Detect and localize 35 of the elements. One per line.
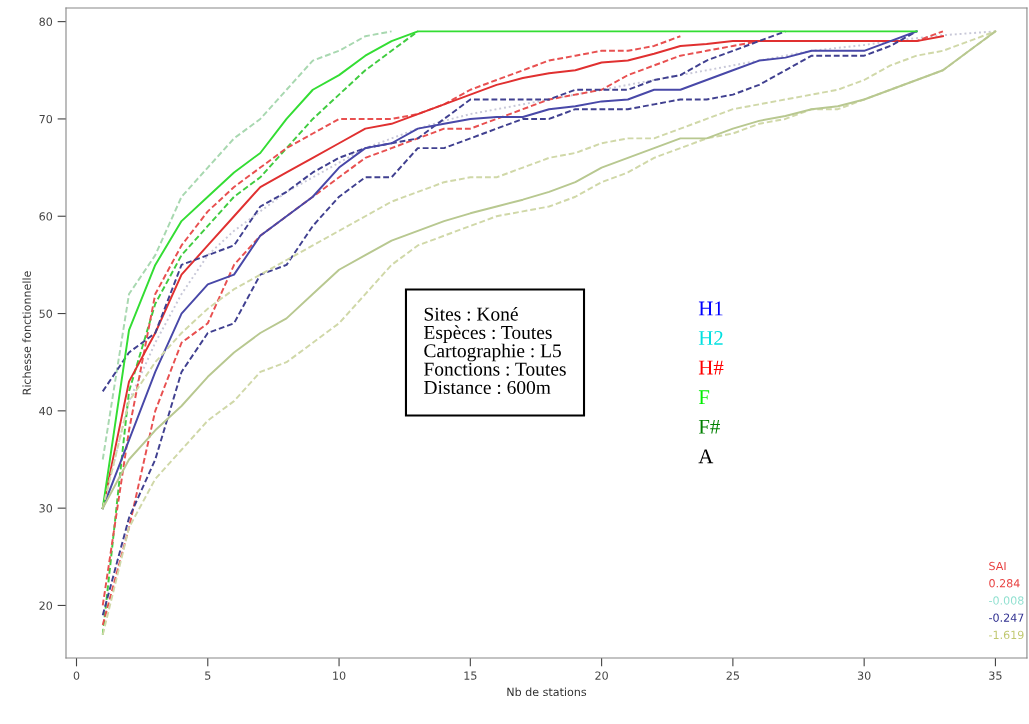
y-tick-label: 60 <box>39 212 53 221</box>
x-tick-label: 35 <box>989 671 1002 680</box>
annotation: A <box>698 449 714 464</box>
annotation: Fonctions : Toutes <box>424 362 566 376</box>
annotation: F# <box>698 419 720 434</box>
annotation: H# <box>698 360 724 375</box>
y-tick-label: 50 <box>39 309 53 318</box>
annotation: H1 <box>698 301 723 316</box>
y-axis-title: Richesse fonctionnelle <box>22 271 31 395</box>
annotation: Cartographie : L5 <box>424 343 561 362</box>
x-tick-label: 0 <box>73 671 80 680</box>
annotation: -0.008 <box>989 596 1024 605</box>
x-tick-label: 30 <box>857 671 871 680</box>
line-series <box>101 30 393 461</box>
x-tick-label: 25 <box>726 671 739 680</box>
annotation: 0.284 <box>989 579 1020 588</box>
y-tick-label: 70 <box>39 114 53 124</box>
x-tick-label: 15 <box>464 671 477 680</box>
annotation: F <box>698 390 710 404</box>
x-tick-label: 10 <box>333 671 346 680</box>
y-tick-label: 30 <box>39 504 53 513</box>
annotation: SAI <box>989 561 1006 571</box>
annotation: H2 <box>698 331 723 345</box>
x-tick-label: 20 <box>595 671 608 680</box>
annotation: -1.619 <box>989 630 1024 640</box>
annotation: -0.247 <box>989 613 1024 622</box>
y-tick-label: 80 <box>39 17 53 26</box>
annotation: Espèces : Toutes <box>424 325 552 343</box>
line-series <box>101 35 682 607</box>
annotation: Sites : Koné <box>424 307 518 321</box>
x-axis-title: Nb de stations <box>507 687 587 697</box>
y-tick-label: 20 <box>39 601 53 610</box>
annotation: Distance : 600m <box>424 380 551 395</box>
x-tick-label: 5 <box>205 671 211 680</box>
y-tick-label: 40 <box>39 406 53 416</box>
